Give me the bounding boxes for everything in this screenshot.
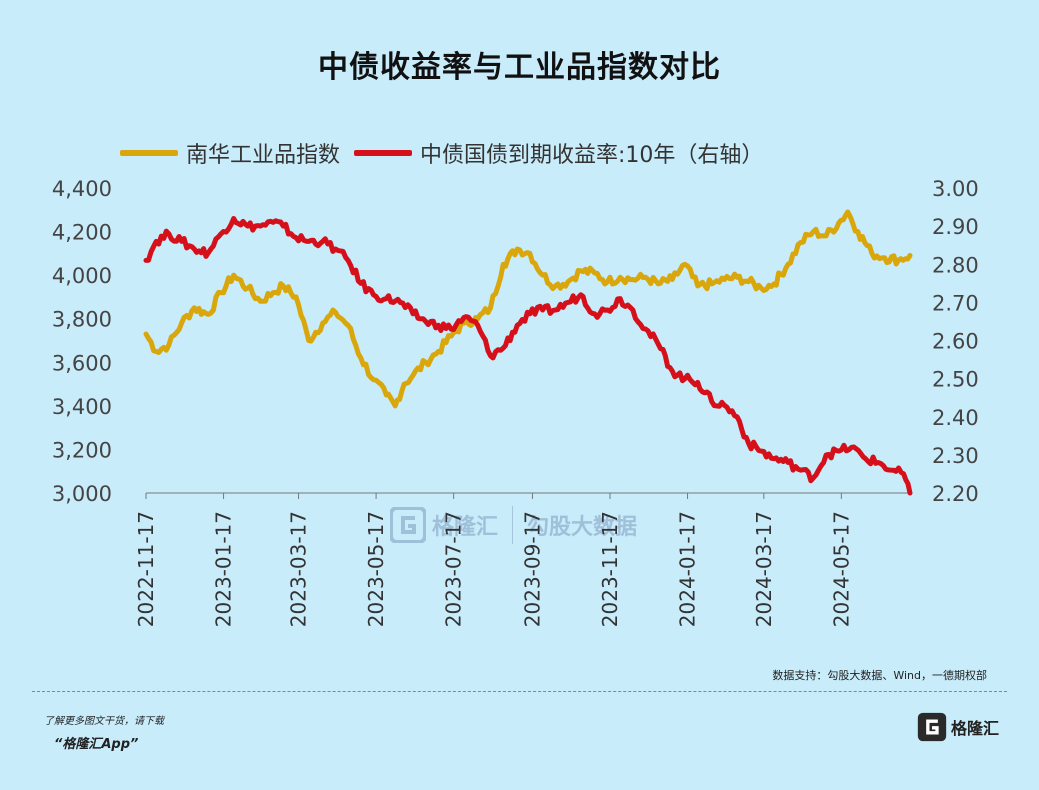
data-source-note: 数据支持：勾股大数据、Wind，一德期权部 (772, 669, 987, 682)
y-left-tick-label: 3,200 (52, 438, 112, 462)
axes-layer: 3,000 3,200 3,400 3,600 3,800 4,000 4,200 4,400… (52, 177, 979, 627)
series-layer (143, 209, 913, 496)
y-right-tick-label: 2.90 (932, 215, 979, 239)
legend-label-nanhua: 南华工业品指数 (186, 143, 341, 168)
y-right-tick-label: 2.60 (932, 330, 979, 354)
y-right-tick-label: 2.70 (932, 291, 979, 315)
legend-swatch-nanhua (120, 150, 178, 156)
footer-logo: 格隆汇 (917, 712, 999, 742)
chart-plot: 3,000 3,200 3,400 3,600 3,800 4,000 4,200 4,400… (52, 177, 979, 627)
y-right-tick-label: 3.00 (932, 177, 979, 201)
y-left-tick-label: 4,200 (52, 221, 112, 245)
watermark-logo-icon (390, 507, 426, 543)
watermark-separator (512, 506, 514, 544)
watermark: 格隆汇 勾股大数据 (390, 506, 637, 544)
x-tick-label: 2023-07-17 (442, 511, 466, 627)
x-tick-label: 2024-05-17 (829, 511, 853, 627)
chart-title: 中债收益率与工业品指数对比 (318, 50, 721, 85)
footer-promo-line-1: 了解更多图文干货，请下载 (44, 716, 164, 727)
y-right-tick-label: 2.50 (932, 368, 979, 392)
footer-logo-text: 格隆汇 (950, 719, 999, 738)
x-tick-label: 2024-01-17 (676, 511, 700, 627)
x-tick-label: 2022-11-17 (134, 511, 158, 627)
gelonghui-logo-icon (917, 712, 947, 742)
y-left-tick-label: 3,000 (52, 482, 112, 506)
y-left-tick-label: 3,400 (52, 395, 112, 419)
legend-swatch-bond-yield (354, 150, 413, 156)
y-left-tick-label: 3,800 (52, 308, 112, 332)
x-tick-label: 2023-09-17 (520, 511, 544, 627)
x-tick-label: 2023-05-17 (364, 511, 388, 627)
legend-item-bond-yield: 中债国债到期收益率:10年（右轴） (354, 137, 763, 169)
x-tick-label: 2023-11-17 (598, 511, 622, 627)
watermark-brand-2: 勾股大数据 (527, 515, 638, 540)
y-left-tick-label: 4,400 (52, 177, 112, 201)
footer-promo-line-2: “格隆汇App” (54, 737, 139, 752)
series-line-nanhua (143, 209, 913, 409)
y-left-tick-label: 3,600 (52, 351, 112, 375)
y-right-tick-label: 2.40 (932, 406, 979, 430)
legend-label-bond-yield: 中债国债到期收益率:10年（右轴） (420, 143, 764, 168)
series-line-bond-yield (143, 216, 913, 496)
y-right-tick-label: 2.80 (932, 253, 979, 277)
y-right-tick-label: 2.30 (932, 444, 979, 468)
x-tick-label: 2023-03-17 (287, 511, 311, 627)
x-tick-label: 2024-03-17 (752, 511, 776, 627)
y-right-tick-label: 2.20 (932, 482, 979, 506)
x-tick-label: 2023-01-17 (212, 511, 236, 627)
watermark-brand-1: 格隆汇 (432, 515, 499, 540)
y-left-tick-label: 4,000 (52, 264, 112, 288)
footer-divider (32, 691, 1007, 692)
legend-item-nanhua: 南华工业品指数 (120, 137, 340, 169)
chart-legend: 南华工业品指数 中债国债到期收益率:10年（右轴） (120, 138, 777, 168)
